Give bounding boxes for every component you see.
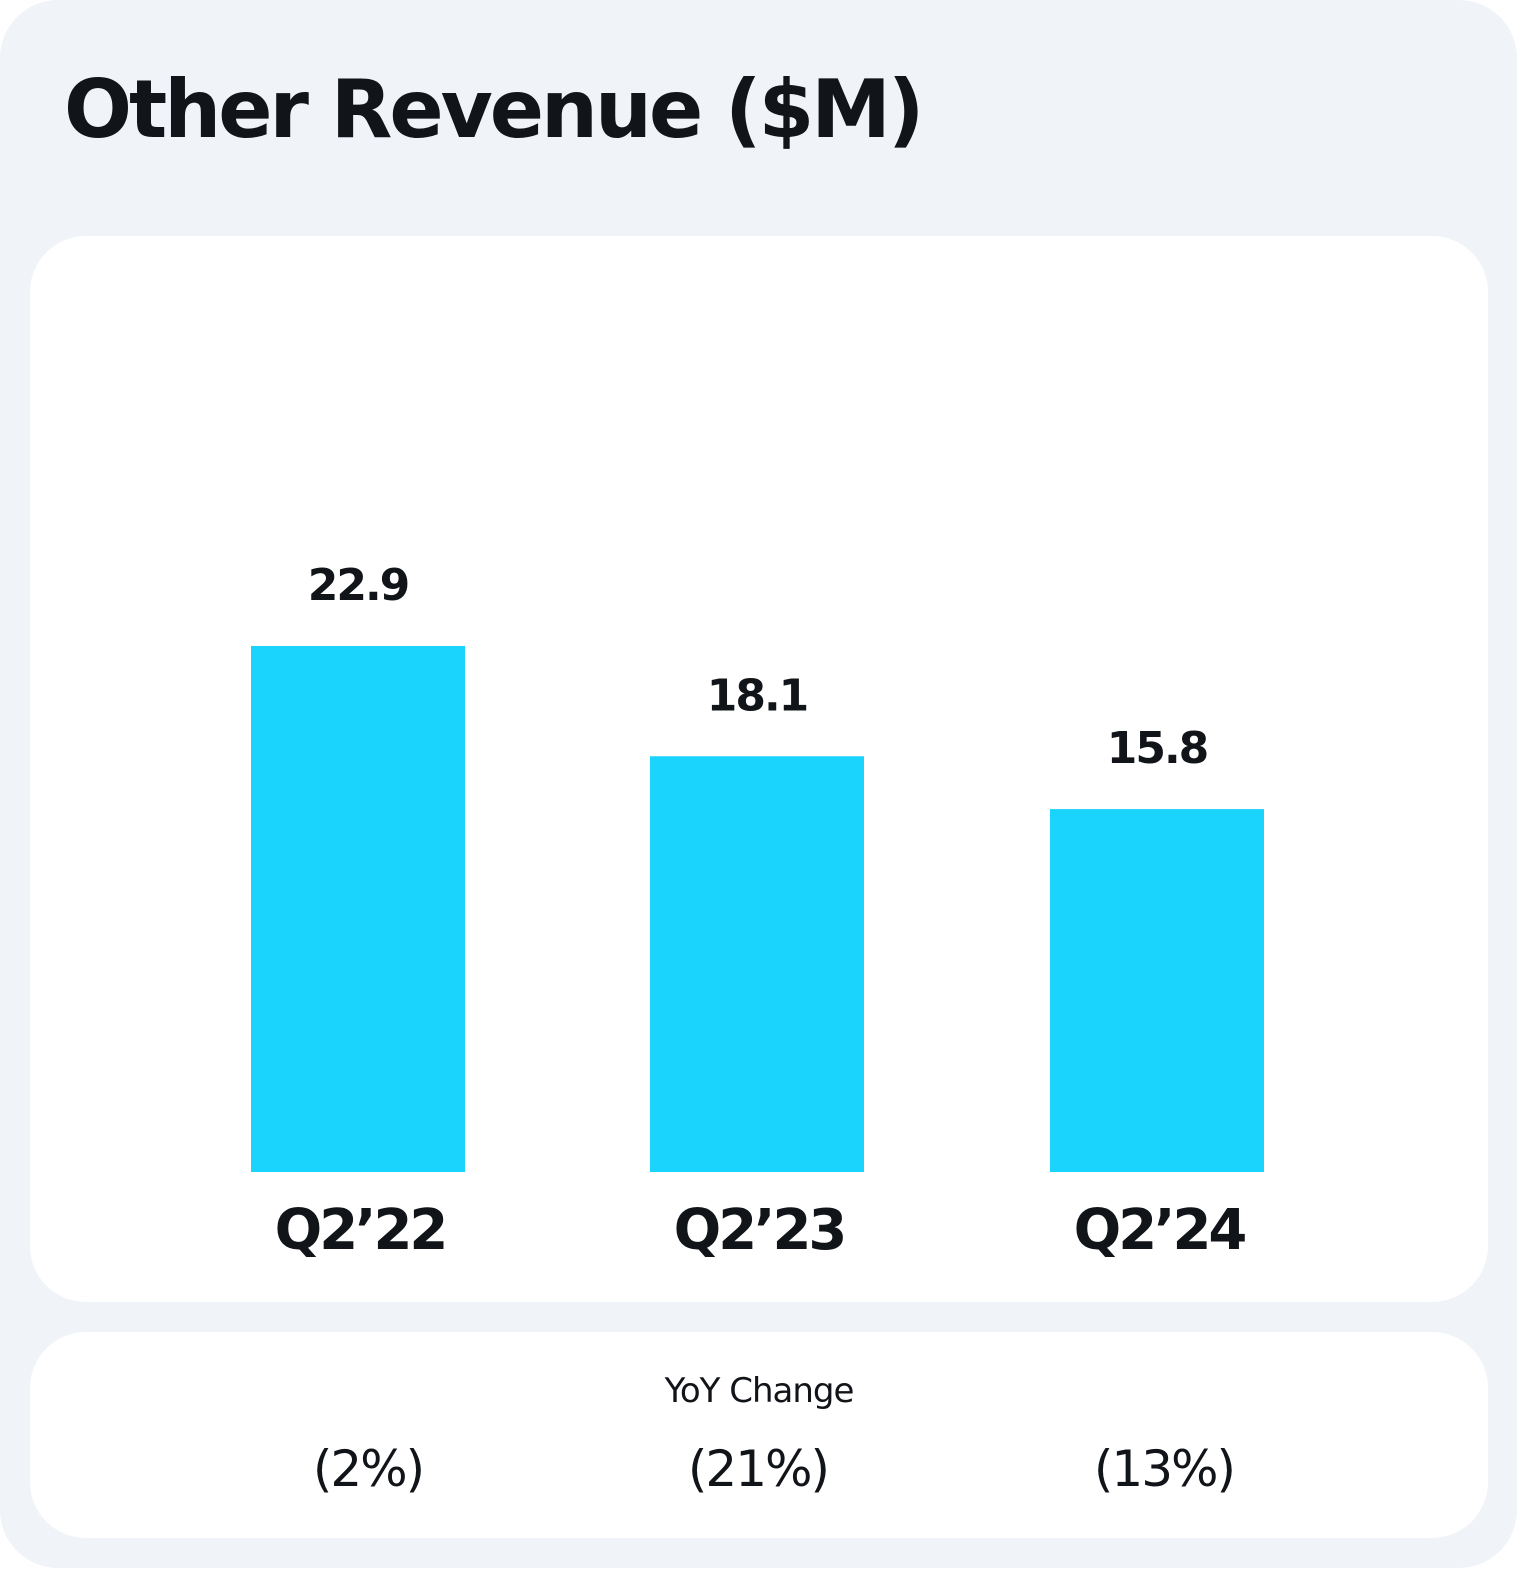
chart-title: Other Revenue ($M) — [64, 63, 924, 156]
slide-background: Other Revenue ($M) 22.9 Q2’22 18.1 Q2’23 15.… — [0, 0, 1517, 1568]
bar-q2-23 — [650, 756, 864, 1172]
chart-card: 22.9 Q2’22 18.1 Q2’23 15.8 Q2’24 — [30, 236, 1488, 1302]
data-label-q2-23: 18.1 — [707, 670, 808, 721]
category-label-q2-24: Q2’24 — [1074, 1198, 1246, 1263]
bar-q2-24 — [1050, 809, 1264, 1172]
category-label-q2-23: Q2’23 — [674, 1198, 845, 1263]
yoy-value-q2-22: (2%) — [312, 1440, 425, 1498]
yoy-card: YoY Change (2%) (21%) (13%) — [30, 1332, 1488, 1538]
category-label-q2-22: Q2’22 — [275, 1198, 446, 1263]
bar-chart: 22.9 Q2’22 18.1 Q2’23 15.8 Q2’24 — [251, 560, 1264, 1263]
yoy-value-q2-24: (13%) — [1093, 1440, 1236, 1498]
yoy-title: YoY Change — [664, 1371, 855, 1411]
bar-q2-22 — [251, 646, 465, 1172]
data-label-q2-24: 15.8 — [1107, 723, 1208, 774]
data-label-q2-22: 22.9 — [308, 560, 409, 611]
yoy-value-q2-23: (21%) — [687, 1440, 830, 1498]
